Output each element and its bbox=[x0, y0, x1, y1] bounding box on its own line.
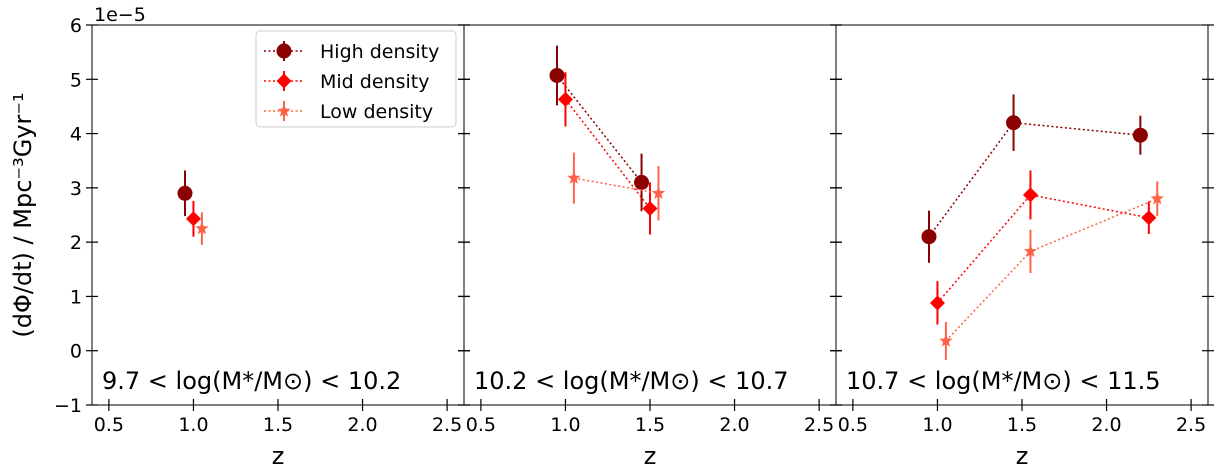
y-tick-label: 1 bbox=[70, 286, 82, 308]
legend-box bbox=[255, 30, 457, 128]
y-tick-label: 4 bbox=[70, 124, 82, 146]
y-tick-label: −1 bbox=[54, 395, 82, 417]
panel-label: 10.7 < log(M*/M⊙) < 11.5 bbox=[846, 367, 1161, 395]
series-high-density bbox=[549, 45, 650, 212]
y-offset-label: 1e−5 bbox=[94, 4, 146, 26]
series-line bbox=[573, 177, 659, 195]
series-line bbox=[564, 98, 651, 209]
x-tick-label: 1.5 bbox=[635, 414, 665, 436]
x-tick-label: 0.5 bbox=[466, 414, 496, 436]
x-tick-label: 2.0 bbox=[719, 414, 749, 436]
legend-label: Mid density bbox=[320, 71, 429, 93]
legend-entry: High density bbox=[264, 41, 439, 63]
data-point bbox=[651, 186, 666, 199]
data-point bbox=[1150, 191, 1164, 205]
x-axis-title: z bbox=[272, 442, 285, 470]
y-axis-title: (dΦ/dt) / Mpc⁻³Gyr⁻¹ bbox=[9, 92, 37, 337]
legend-marker bbox=[277, 104, 291, 117]
data-point bbox=[195, 221, 209, 235]
series-high-density bbox=[921, 94, 1148, 263]
data-point bbox=[185, 211, 201, 227]
y-tick-label: 6 bbox=[70, 15, 82, 37]
panel-label: 10.2 < log(M*/M⊙) < 10.7 bbox=[474, 367, 789, 395]
panel-label: 9.7 < log(M*/M⊙) < 10.2 bbox=[102, 367, 401, 395]
y-tick-label: 5 bbox=[70, 69, 82, 91]
series-high-density bbox=[177, 170, 193, 217]
data-point bbox=[549, 67, 565, 83]
series-low-density bbox=[567, 152, 666, 221]
x-tick-label: 1.0 bbox=[178, 414, 208, 436]
legend: High density Mid density Low density bbox=[255, 30, 457, 128]
data-point bbox=[1023, 244, 1038, 258]
x-tick-label: 1.0 bbox=[922, 414, 952, 436]
legend-entry: Low density bbox=[264, 101, 433, 123]
legend-label: Low density bbox=[320, 101, 433, 123]
series-low-density bbox=[939, 181, 1164, 360]
y-tick-label: 2 bbox=[70, 232, 82, 254]
data-point bbox=[1006, 115, 1022, 131]
data-point bbox=[929, 295, 945, 311]
series-line bbox=[945, 198, 1158, 342]
x-tick-label: 1.5 bbox=[1007, 414, 1037, 436]
series-line bbox=[928, 121, 1141, 238]
x-tick-label: 2.0 bbox=[347, 414, 377, 436]
x-tick-label: 2.5 bbox=[432, 414, 462, 436]
y-tick-label: 0 bbox=[70, 341, 82, 363]
data-point bbox=[1022, 187, 1038, 203]
series-line bbox=[556, 75, 643, 183]
series-line bbox=[936, 194, 1149, 304]
legend-label: High density bbox=[320, 41, 439, 63]
data-point bbox=[642, 200, 658, 216]
x-axis-title: z bbox=[644, 442, 657, 470]
x-tick-label: 0.5 bbox=[94, 414, 124, 436]
panels: 0.5 1.0 1.5 2.0 2.5 −1 0 1 2 3 4 5 6 z 9.7 < log(M*/M⊙… bbox=[54, 15, 1214, 470]
x-tick-label: 2.5 bbox=[1176, 414, 1206, 436]
series-mid-density bbox=[185, 200, 201, 237]
data-point bbox=[1141, 210, 1157, 226]
panel-1: 0.5 1.0 1.5 2.0 2.5 −1 0 1 2 3 4 5 6 z 9.7 < log(M*/M⊙… bbox=[54, 15, 470, 470]
data-point bbox=[1132, 127, 1148, 143]
y-tick-label: 3 bbox=[70, 178, 82, 200]
x-tick-label: 1.0 bbox=[550, 414, 580, 436]
panel-2: 0.5 1.0 1.5 2.0 2.5 z 10.2 < log(M*/M⊙) < 10.7 bbox=[458, 24, 842, 470]
data-point bbox=[921, 229, 937, 245]
series-low-density bbox=[195, 212, 209, 245]
data-point bbox=[177, 185, 193, 201]
x-tick-label: 2.5 bbox=[804, 414, 834, 436]
series-mid-density bbox=[557, 72, 658, 235]
data-point bbox=[557, 91, 573, 107]
data-point bbox=[939, 333, 953, 347]
legend-entry: Mid density bbox=[264, 71, 429, 93]
legend-marker bbox=[276, 73, 292, 89]
data-point bbox=[634, 174, 650, 190]
x-tick-label: 0.5 bbox=[838, 414, 868, 436]
data-point bbox=[567, 171, 581, 184]
x-tick-label: 2.0 bbox=[1091, 414, 1121, 436]
x-axis-title: z bbox=[1016, 442, 1029, 470]
x-tick-label: 1.5 bbox=[263, 414, 293, 436]
legend-marker bbox=[276, 43, 292, 59]
series-mid-density bbox=[929, 170, 1157, 325]
panel-3: 0.5 1.0 1.5 2.0 2.5 z 10.7 < log(M*/M⊙) < 11.5 bbox=[830, 24, 1214, 470]
